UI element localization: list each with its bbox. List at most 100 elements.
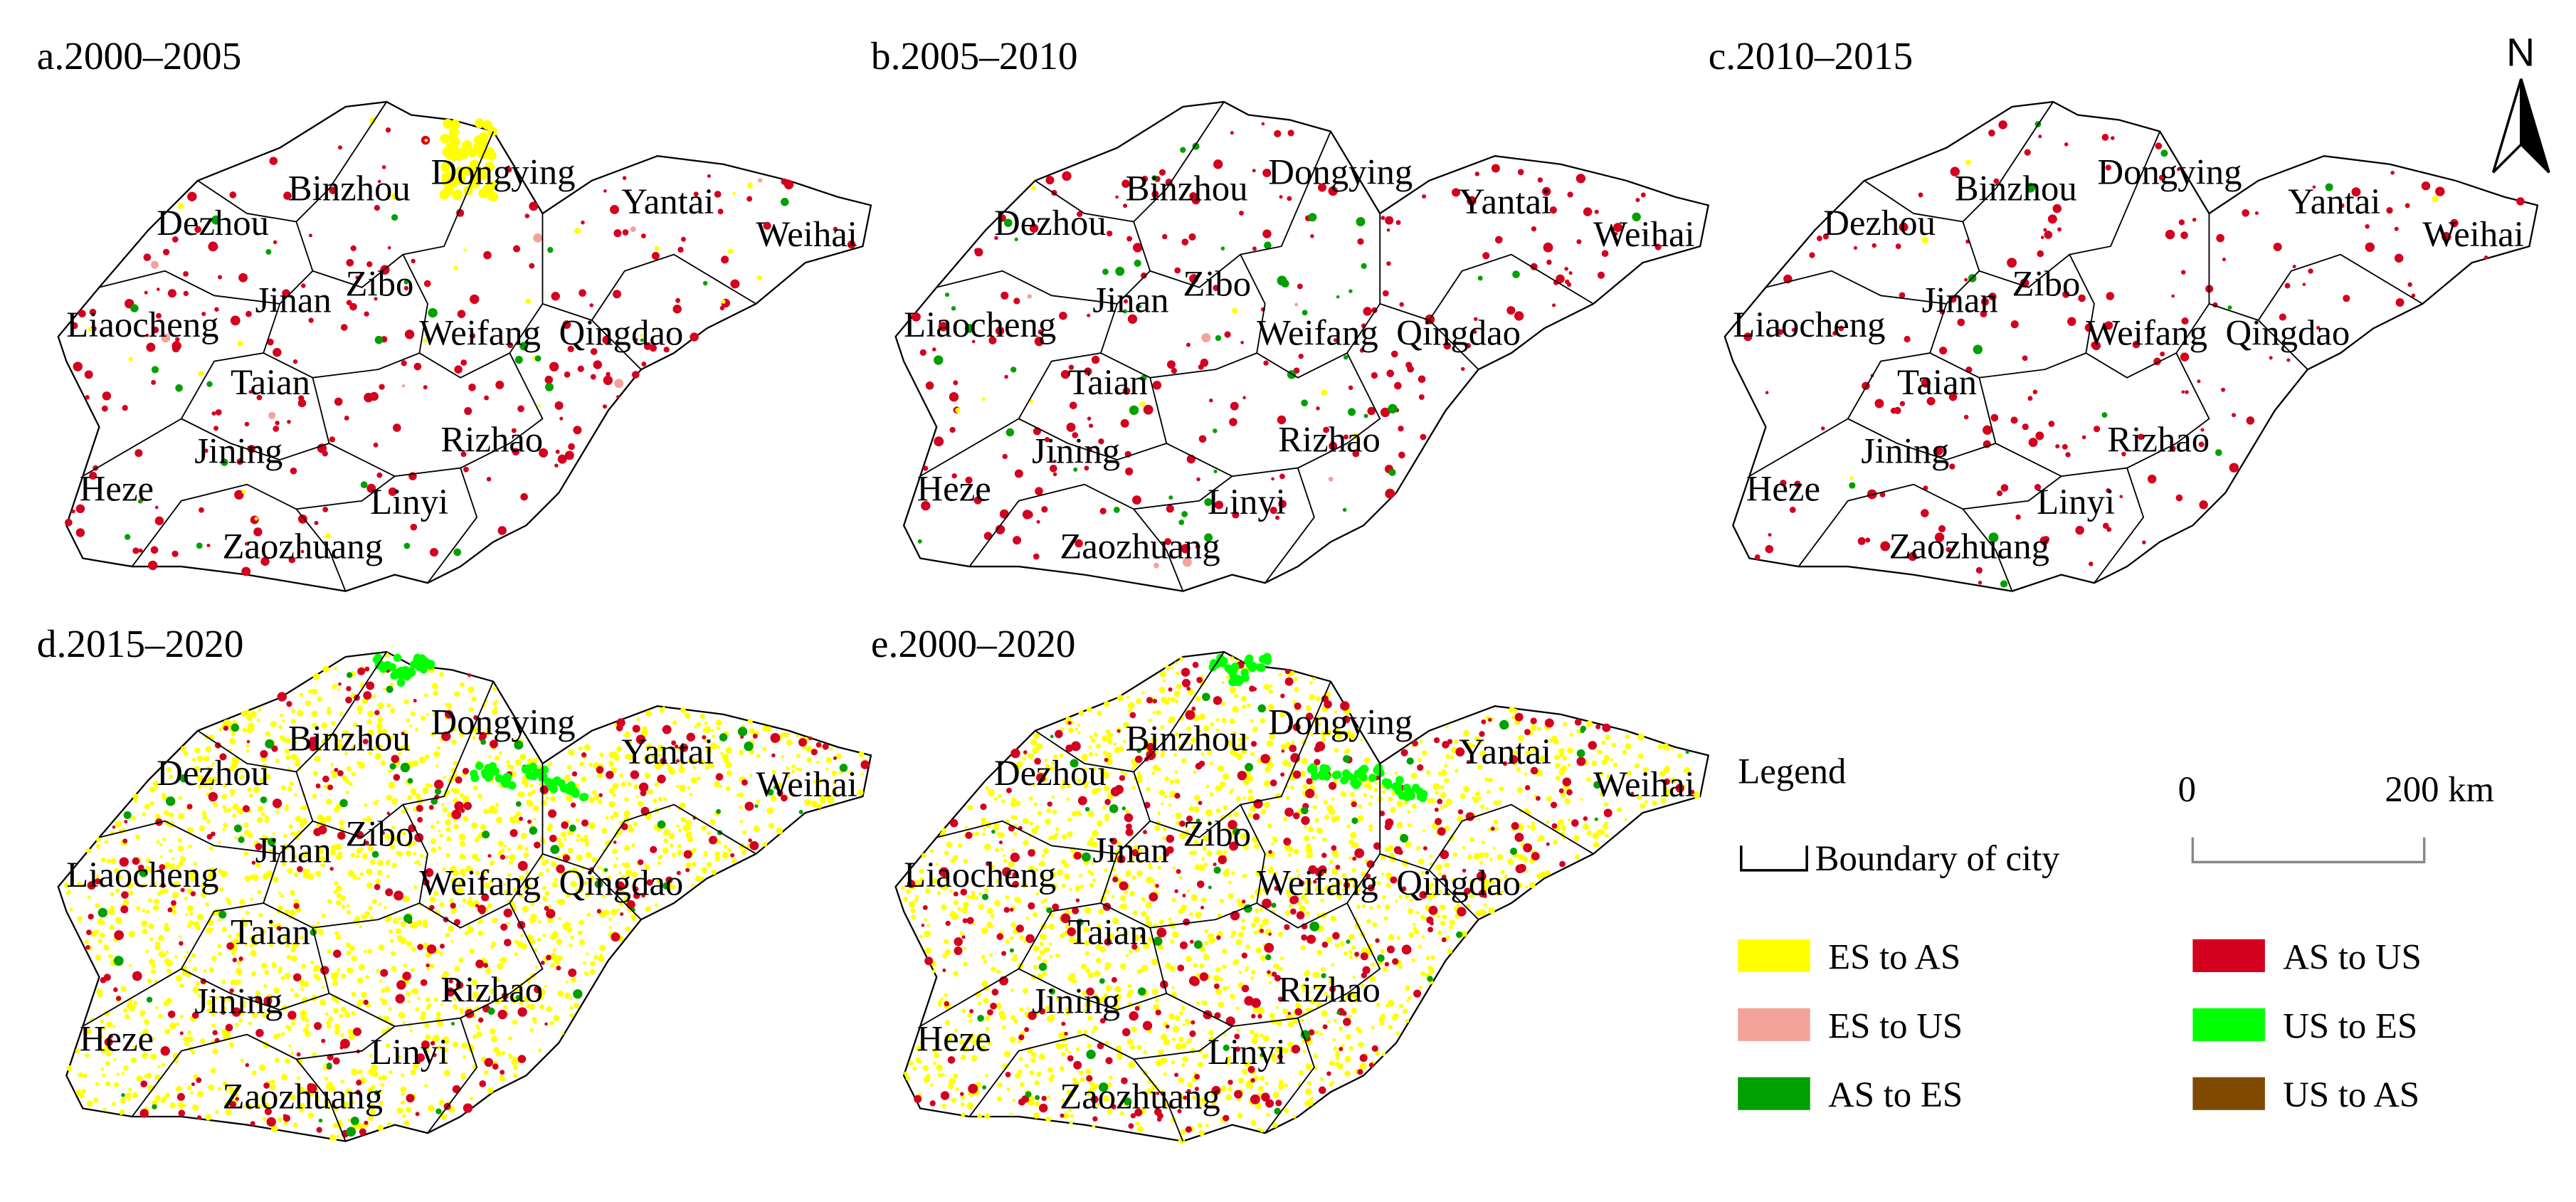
patch bbox=[1102, 806, 1107, 810]
patch bbox=[1343, 434, 1348, 440]
patch bbox=[226, 897, 230, 902]
patch bbox=[924, 956, 934, 966]
city-boundary bbox=[427, 468, 478, 584]
patch bbox=[994, 848, 999, 853]
patch bbox=[1022, 510, 1033, 520]
patch bbox=[441, 176, 452, 186]
patch bbox=[1252, 246, 1257, 251]
patch bbox=[625, 869, 633, 877]
patch bbox=[289, 781, 294, 786]
patch bbox=[702, 280, 708, 286]
patch bbox=[1437, 930, 1442, 936]
patch bbox=[220, 458, 228, 466]
patch bbox=[1316, 406, 1320, 411]
patch bbox=[310, 960, 315, 965]
patch bbox=[1493, 800, 1499, 806]
patch bbox=[1200, 905, 1205, 910]
patch bbox=[616, 724, 623, 732]
patch bbox=[1373, 788, 1378, 793]
patch bbox=[1117, 1055, 1122, 1060]
patch bbox=[549, 362, 559, 371]
patch bbox=[1059, 311, 1067, 320]
patch bbox=[339, 712, 344, 716]
patch bbox=[410, 523, 418, 531]
patch bbox=[403, 280, 408, 285]
patch bbox=[471, 979, 478, 986]
patch bbox=[1132, 495, 1141, 505]
patch bbox=[706, 862, 712, 868]
patch bbox=[1388, 1024, 1393, 1030]
province-outline bbox=[894, 100, 1710, 592]
patch bbox=[242, 805, 250, 813]
patch bbox=[337, 1134, 340, 1138]
patch bbox=[1410, 772, 1418, 779]
patch bbox=[273, 1033, 279, 1040]
patch bbox=[181, 746, 186, 752]
patch bbox=[2316, 326, 2321, 330]
patch bbox=[495, 977, 500, 983]
patch bbox=[1890, 407, 1897, 414]
patch bbox=[749, 749, 754, 755]
patch bbox=[1145, 902, 1152, 909]
patch bbox=[463, 795, 470, 803]
patch bbox=[580, 793, 589, 801]
patch bbox=[2242, 209, 2249, 217]
patch bbox=[211, 215, 221, 225]
patch bbox=[1583, 207, 1593, 216]
patch bbox=[1492, 846, 1496, 850]
patch bbox=[1335, 1053, 1340, 1058]
patch bbox=[1069, 887, 1072, 891]
patch bbox=[1030, 185, 1036, 191]
patch bbox=[1524, 772, 1528, 776]
patch bbox=[357, 977, 364, 984]
patch bbox=[78, 1072, 84, 1078]
patch bbox=[346, 942, 352, 948]
patch bbox=[1777, 329, 1783, 335]
patch bbox=[183, 1036, 189, 1043]
patch bbox=[998, 1011, 1005, 1018]
patch bbox=[507, 847, 511, 851]
city-boundary bbox=[1166, 352, 1381, 478]
patch bbox=[425, 997, 431, 1003]
patch bbox=[911, 914, 917, 920]
city-label: Zibo bbox=[346, 813, 414, 853]
patch bbox=[393, 653, 402, 663]
patch bbox=[1009, 1036, 1016, 1043]
patch bbox=[835, 753, 842, 759]
patch bbox=[1372, 922, 1378, 927]
patch bbox=[167, 969, 171, 974]
patch bbox=[1326, 804, 1334, 812]
patch bbox=[1594, 209, 1599, 214]
patch bbox=[1319, 1077, 1324, 1081]
patch bbox=[367, 949, 373, 954]
patch bbox=[512, 245, 521, 253]
patch bbox=[217, 944, 222, 949]
patch bbox=[1585, 720, 1593, 727]
patch bbox=[389, 929, 394, 934]
patch bbox=[709, 764, 715, 769]
patch bbox=[1567, 763, 1571, 767]
patch bbox=[1422, 828, 1426, 833]
patch bbox=[1513, 708, 1518, 713]
patch bbox=[1479, 909, 1487, 917]
patch bbox=[429, 547, 438, 557]
patch bbox=[847, 240, 856, 249]
patch bbox=[1301, 758, 1308, 765]
patch bbox=[704, 853, 708, 858]
patch bbox=[407, 1000, 411, 1003]
patch bbox=[427, 1105, 435, 1112]
patch bbox=[97, 1033, 103, 1040]
patch bbox=[1247, 795, 1255, 802]
patch bbox=[637, 801, 644, 807]
patch bbox=[396, 935, 400, 939]
patch bbox=[621, 875, 625, 880]
patch bbox=[953, 971, 959, 976]
patch bbox=[519, 754, 527, 761]
patch bbox=[1270, 842, 1274, 846]
patch bbox=[313, 973, 319, 979]
patch bbox=[160, 1046, 170, 1056]
patch bbox=[350, 1117, 359, 1126]
patch bbox=[286, 954, 292, 960]
patch bbox=[1181, 1063, 1186, 1067]
patch bbox=[438, 672, 444, 678]
